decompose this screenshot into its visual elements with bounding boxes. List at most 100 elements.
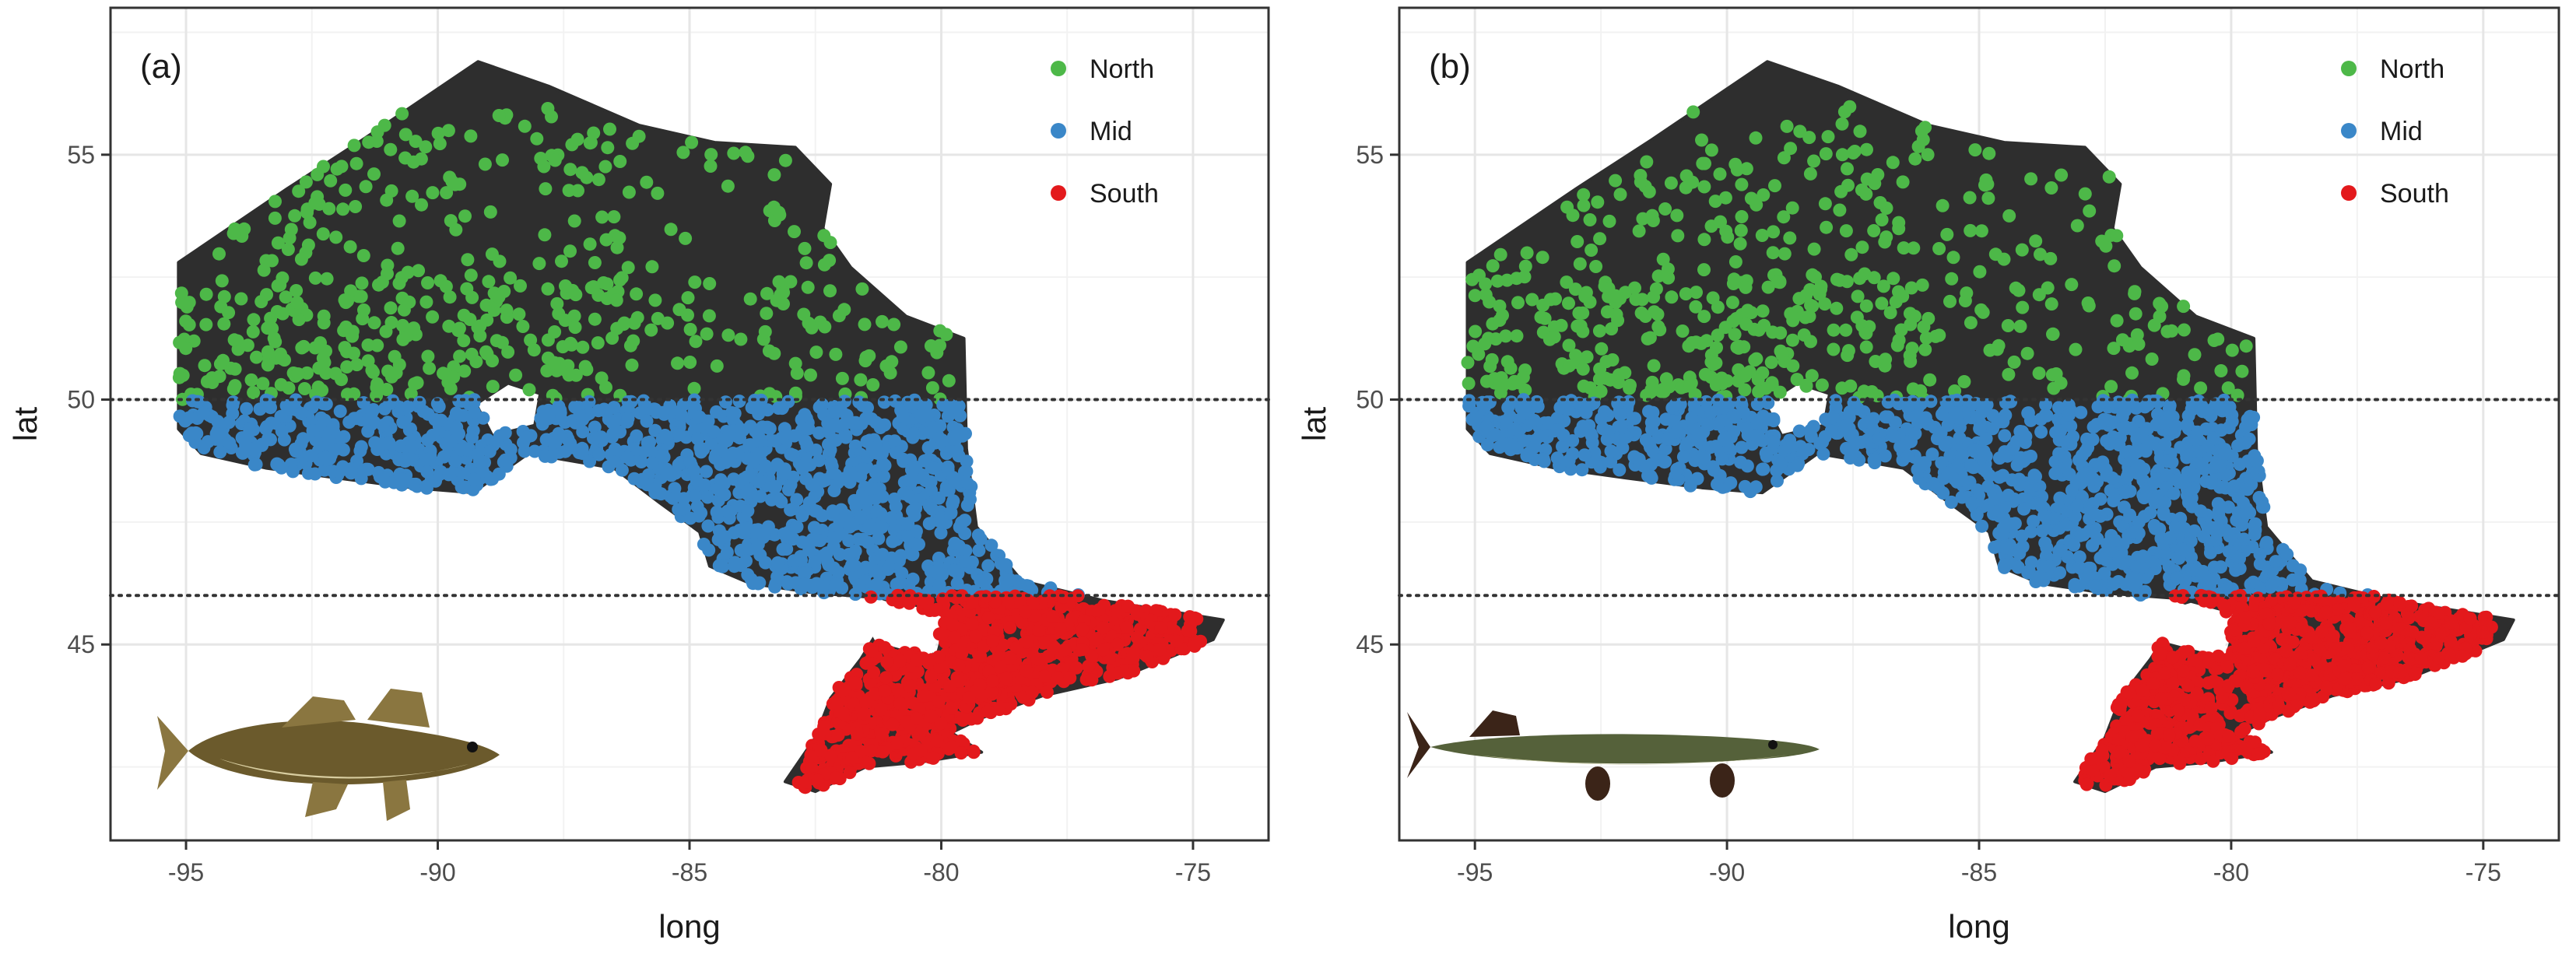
data-point xyxy=(902,474,916,487)
data-point xyxy=(718,530,732,544)
data-point xyxy=(340,345,353,359)
data-point xyxy=(721,179,735,193)
data-point xyxy=(1651,320,1665,334)
data-point xyxy=(890,736,904,750)
data-point xyxy=(270,457,284,471)
data-point xyxy=(1914,124,1928,138)
data-point xyxy=(299,175,313,189)
data-point xyxy=(587,126,601,140)
data-point xyxy=(1623,378,1637,392)
data-point xyxy=(562,184,576,198)
data-point xyxy=(308,467,322,481)
data-point xyxy=(2070,219,2084,233)
data-point xyxy=(354,472,368,486)
data-point xyxy=(1873,196,1887,209)
data-point xyxy=(1778,247,1792,261)
data-point xyxy=(2177,300,2191,314)
data-point xyxy=(992,703,1006,717)
data-point xyxy=(591,173,605,187)
data-point xyxy=(1634,306,1648,320)
data-point xyxy=(1499,329,1513,343)
data-point xyxy=(1785,333,1799,347)
data-point xyxy=(555,254,568,268)
data-point xyxy=(808,555,822,569)
data-point xyxy=(2001,319,2015,332)
data-point xyxy=(415,198,428,212)
data-point xyxy=(227,333,241,347)
data-point xyxy=(688,275,702,289)
data-point xyxy=(625,358,639,372)
data-point xyxy=(243,422,257,436)
data-point xyxy=(2160,454,2174,468)
data-point xyxy=(872,531,886,545)
data-point xyxy=(1818,297,1832,311)
data-point xyxy=(760,307,774,321)
data-point xyxy=(645,260,659,274)
data-point xyxy=(672,428,686,442)
data-point xyxy=(304,449,318,463)
data-point xyxy=(316,227,330,241)
data-point xyxy=(2203,545,2217,559)
data-point xyxy=(2009,434,2023,448)
data-point xyxy=(356,312,370,326)
data-point xyxy=(344,284,358,298)
data-point xyxy=(228,362,242,376)
x-tick-label: -95 xyxy=(168,858,204,886)
data-point xyxy=(1996,468,2010,482)
data-point xyxy=(681,291,695,305)
data-point xyxy=(328,443,342,456)
x-tick-label: -90 xyxy=(419,858,455,886)
data-point xyxy=(1092,603,1106,617)
data-point xyxy=(1714,215,1727,229)
data-point xyxy=(440,186,454,200)
data-point xyxy=(694,506,708,520)
data-point xyxy=(541,282,555,296)
data-point xyxy=(563,336,577,350)
data-point xyxy=(744,486,758,499)
data-point xyxy=(2110,229,2124,243)
data-point xyxy=(261,345,275,359)
data-point xyxy=(1465,412,1479,426)
data-point xyxy=(1859,299,1873,313)
data-point xyxy=(829,771,843,784)
data-point xyxy=(2211,496,2225,510)
data-point xyxy=(2213,459,2227,473)
data-point xyxy=(816,474,830,488)
data-point xyxy=(576,340,590,354)
data-point xyxy=(864,590,878,604)
data-point xyxy=(1635,293,1649,307)
data-point xyxy=(209,426,223,440)
data-point xyxy=(2125,571,2139,585)
data-point xyxy=(1040,686,1054,699)
data-point xyxy=(583,237,597,251)
data-point xyxy=(426,186,440,200)
data-point xyxy=(1702,418,1716,432)
data-point xyxy=(2078,187,2092,201)
data-point xyxy=(2239,420,2252,434)
data-point xyxy=(1501,401,1515,415)
data-point xyxy=(2241,482,2255,496)
data-point xyxy=(1507,422,1521,436)
data-point xyxy=(872,418,886,431)
data-point xyxy=(905,548,919,562)
data-point xyxy=(2048,467,2062,480)
data-point xyxy=(321,432,335,446)
data-point xyxy=(1820,220,1834,234)
data-point xyxy=(830,696,844,710)
data-point xyxy=(538,228,552,242)
data-point xyxy=(1550,451,1564,465)
data-point xyxy=(2177,369,2191,383)
data-point xyxy=(901,530,915,544)
y-tick-label: 55 xyxy=(67,141,95,169)
data-point xyxy=(1679,287,1693,301)
data-point xyxy=(382,436,396,450)
data-point xyxy=(849,676,863,690)
data-point xyxy=(710,405,723,419)
data-point xyxy=(1818,197,1832,211)
data-point xyxy=(2099,553,2113,566)
data-point xyxy=(1576,306,1590,320)
data-point xyxy=(2013,319,2027,333)
data-point xyxy=(2253,547,2267,561)
data-point xyxy=(2002,367,2016,381)
data-point xyxy=(2136,426,2150,440)
